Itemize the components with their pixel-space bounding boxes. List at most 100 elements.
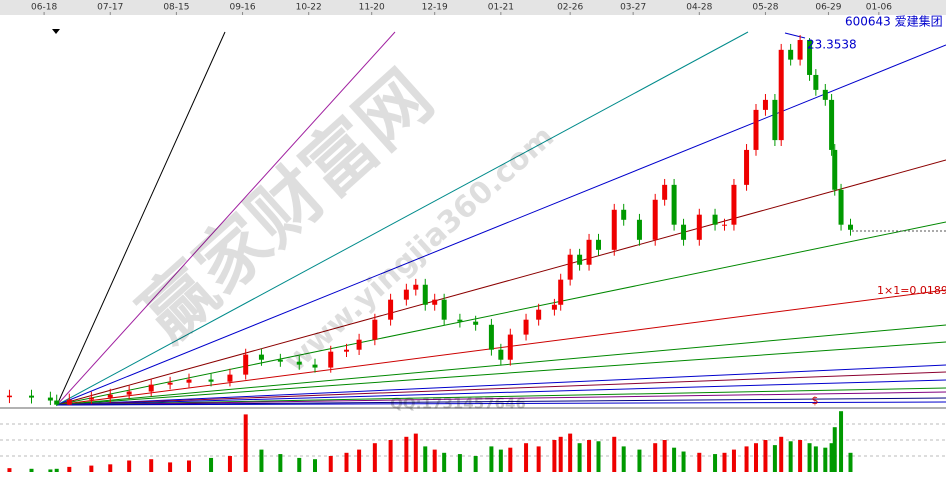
volume-bar: [697, 452, 702, 472]
candle-body: [107, 394, 113, 398]
volume-bar: [313, 459, 317, 472]
candle-body: [227, 374, 233, 382]
volume-bar: [744, 446, 749, 472]
volume-bar: [108, 464, 113, 472]
volume-bar: [432, 449, 437, 472]
candle-body: [778, 49, 784, 141]
candle-body: [772, 99, 778, 141]
x-tick-label: 09-16: [229, 3, 255, 13]
candle-body: [473, 321, 479, 325]
candle-body: [596, 239, 601, 250]
volume-bar: [127, 460, 132, 472]
date-bar: [0, 0, 946, 15]
volume-bar: [568, 433, 573, 472]
candle-body: [536, 309, 542, 320]
candle-body: [636, 219, 642, 240]
candle-body: [567, 254, 573, 280]
volume-bar: [149, 459, 154, 472]
candle-body: [722, 224, 727, 226]
x-tick-label: 02-26: [557, 3, 583, 13]
volume-bar: [243, 414, 248, 472]
candle-body: [577, 254, 583, 265]
volume-bar: [168, 462, 173, 472]
x-tick-label: 12-19: [422, 3, 448, 13]
candle-body: [388, 299, 394, 320]
candle-body: [356, 339, 362, 350]
x-tick-label: 08-15: [163, 3, 189, 13]
candle-body: [838, 189, 844, 225]
candle-body: [148, 384, 154, 392]
candle-body: [788, 49, 794, 60]
candle-body: [558, 279, 564, 305]
candle-body: [47, 397, 53, 401]
volume-bar: [832, 427, 837, 472]
candle-body: [186, 379, 192, 383]
candle-body: [551, 304, 557, 310]
volume-bar: [508, 447, 513, 472]
candle-body: [296, 361, 302, 365]
x-tick-label: 06-29: [815, 3, 841, 13]
volume-bar: [29, 468, 34, 472]
candle-body: [762, 99, 768, 110]
candle-body: [586, 239, 592, 265]
volume-bar: [731, 449, 736, 472]
x-tick-label: 01-21: [488, 3, 514, 13]
volume-bar: [524, 443, 529, 472]
x-tick-label: 10-22: [296, 3, 322, 13]
volume-bar: [839, 411, 844, 472]
volume-bar: [779, 436, 784, 472]
volume-bar: [807, 443, 812, 472]
volume-bar: [637, 449, 642, 472]
candle-body: [696, 214, 702, 240]
candle-body: [807, 40, 813, 75]
volume-bar: [829, 443, 834, 472]
volume-bar: [612, 436, 617, 472]
volume-bar: [788, 441, 793, 472]
volume-bar: [848, 452, 853, 472]
volume-bar: [413, 433, 418, 472]
x-tick-label: 11-20: [359, 3, 385, 13]
candle-body: [422, 284, 428, 305]
peak-label: 23.3538: [807, 38, 857, 52]
gann-fan: [56, 31, 946, 406]
volume-bar: [423, 446, 428, 472]
candle-body: [441, 299, 447, 320]
candle-body: [403, 289, 409, 300]
candle-body: [344, 349, 349, 352]
candle-body: [731, 184, 737, 225]
candle-body: [652, 199, 658, 240]
candle-body: [126, 391, 132, 395]
volume-bar: [187, 460, 191, 472]
contact: QQ:1731457646: [390, 395, 526, 413]
candle-body: [372, 319, 378, 340]
volume-bar: [672, 447, 677, 472]
candle-body: [498, 349, 504, 360]
gann-label: 1×1=0.0189: [877, 284, 946, 297]
volume-bar: [297, 457, 302, 472]
volume-bar: [681, 451, 686, 472]
marks: [6, 35, 853, 472]
candle-body: [848, 224, 853, 230]
volume-bar: [404, 436, 409, 472]
volume-bar: [662, 440, 667, 472]
volume-bar: [259, 449, 264, 472]
x-tick-label: 07-17: [97, 3, 123, 13]
volume-bar: [227, 456, 232, 472]
candle-body: [457, 319, 463, 322]
candle-body: [507, 334, 513, 360]
volume-bar: [278, 454, 283, 472]
volume-bar: [722, 452, 727, 472]
x-tick-label: 04-28: [686, 3, 712, 13]
volume-bar: [653, 443, 658, 472]
candle-body: [681, 224, 687, 240]
candle-body: [488, 324, 494, 350]
volume-bar: [713, 454, 718, 472]
candle-body: [822, 89, 828, 100]
candle-body: [621, 209, 627, 220]
volume-bar: [7, 468, 12, 472]
menu-arrow: [52, 29, 60, 34]
candle-body: [6, 395, 12, 398]
candle-body: [832, 149, 838, 190]
volume-bar: [754, 443, 758, 472]
candle-body: [167, 382, 173, 385]
